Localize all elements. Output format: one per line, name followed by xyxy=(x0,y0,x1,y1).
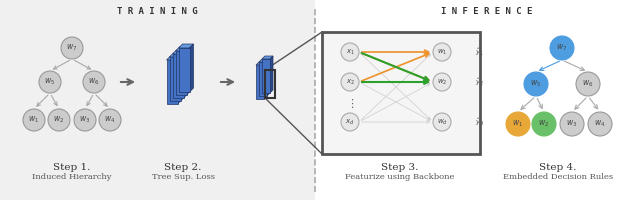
Polygon shape xyxy=(256,62,267,65)
Circle shape xyxy=(433,73,451,91)
Bar xyxy=(265,70,275,98)
Circle shape xyxy=(39,71,61,93)
Text: $x_2$: $x_2$ xyxy=(346,77,355,87)
Circle shape xyxy=(588,112,612,136)
Bar xyxy=(315,0,640,200)
Circle shape xyxy=(550,36,574,60)
Polygon shape xyxy=(170,53,184,57)
Polygon shape xyxy=(259,62,267,96)
Text: $w_{6}$: $w_{6}$ xyxy=(88,77,100,87)
Text: $w_{1}$: $w_{1}$ xyxy=(513,119,524,129)
Text: $w_{4}$: $w_{4}$ xyxy=(104,115,116,125)
Polygon shape xyxy=(175,51,186,95)
Bar xyxy=(322,32,480,154)
Text: Step 4.: Step 4. xyxy=(540,163,577,172)
Circle shape xyxy=(48,109,70,131)
Text: $w_1$: $w_1$ xyxy=(437,47,447,57)
Text: Step 1.: Step 1. xyxy=(53,163,91,172)
Polygon shape xyxy=(270,56,273,93)
Text: $x_1$: $x_1$ xyxy=(346,47,355,57)
Text: $w_{1}$: $w_{1}$ xyxy=(28,115,40,125)
Circle shape xyxy=(74,109,96,131)
Text: Step 2.: Step 2. xyxy=(164,163,202,172)
Circle shape xyxy=(433,113,451,131)
Circle shape xyxy=(61,37,83,59)
Polygon shape xyxy=(175,47,191,51)
Text: $\hat{y}_d$: $\hat{y}_d$ xyxy=(475,116,484,128)
Circle shape xyxy=(83,71,105,93)
Circle shape xyxy=(341,73,359,91)
Circle shape xyxy=(99,109,121,131)
Polygon shape xyxy=(177,56,182,104)
Text: $w_{6}$: $w_{6}$ xyxy=(582,79,594,89)
Polygon shape xyxy=(262,56,273,59)
Bar xyxy=(0,0,315,200)
Text: Induced Hierarchy: Induced Hierarchy xyxy=(32,173,112,181)
Circle shape xyxy=(341,43,359,61)
Text: T R A I N I N G: T R A I N I N G xyxy=(116,7,197,16)
Polygon shape xyxy=(180,53,184,101)
Text: $w_{7}$: $w_{7}$ xyxy=(556,43,568,53)
Text: $\hat{y}_2$: $\hat{y}_2$ xyxy=(475,76,484,88)
Polygon shape xyxy=(267,59,270,96)
Polygon shape xyxy=(186,47,191,95)
Circle shape xyxy=(433,43,451,61)
Text: Tree Sup. Loss: Tree Sup. Loss xyxy=(152,173,214,181)
Text: $w_{3}$: $w_{3}$ xyxy=(566,119,578,129)
Text: $w_{2}$: $w_{2}$ xyxy=(538,119,550,129)
Polygon shape xyxy=(179,44,193,48)
Polygon shape xyxy=(184,50,188,98)
Text: $w_{2}$: $w_{2}$ xyxy=(53,115,65,125)
Circle shape xyxy=(532,112,556,136)
Text: $x_d$: $x_d$ xyxy=(346,117,355,127)
Polygon shape xyxy=(166,60,177,104)
Text: Step 3.: Step 3. xyxy=(381,163,419,172)
Text: $w_2$: $w_2$ xyxy=(437,77,447,87)
Text: $w_{4}$: $w_{4}$ xyxy=(595,119,605,129)
Circle shape xyxy=(506,112,530,136)
Circle shape xyxy=(576,72,600,96)
Polygon shape xyxy=(256,65,264,99)
Text: Featurize using Backbone: Featurize using Backbone xyxy=(346,173,454,181)
Polygon shape xyxy=(189,44,193,92)
Text: $w_{5}$: $w_{5}$ xyxy=(531,79,541,89)
Polygon shape xyxy=(179,48,189,92)
Polygon shape xyxy=(264,62,267,99)
Text: I N F E R E N C E: I N F E R E N C E xyxy=(442,7,532,16)
Text: $\hat{y}_1$: $\hat{y}_1$ xyxy=(475,46,484,58)
Circle shape xyxy=(341,113,359,131)
Circle shape xyxy=(23,109,45,131)
Text: Embedded Decision Rules: Embedded Decision Rules xyxy=(503,173,613,181)
Circle shape xyxy=(524,72,548,96)
Text: $w_{5}$: $w_{5}$ xyxy=(44,77,56,87)
Polygon shape xyxy=(259,59,270,62)
Polygon shape xyxy=(166,56,182,60)
Polygon shape xyxy=(173,50,188,54)
Polygon shape xyxy=(173,54,184,98)
Polygon shape xyxy=(170,57,180,101)
Polygon shape xyxy=(262,59,270,93)
Circle shape xyxy=(560,112,584,136)
Text: $w_{7}$: $w_{7}$ xyxy=(67,43,77,53)
Text: $w_d$: $w_d$ xyxy=(436,117,447,127)
Text: $w_{3}$: $w_{3}$ xyxy=(79,115,91,125)
Text: $\vdots$: $\vdots$ xyxy=(346,97,354,110)
